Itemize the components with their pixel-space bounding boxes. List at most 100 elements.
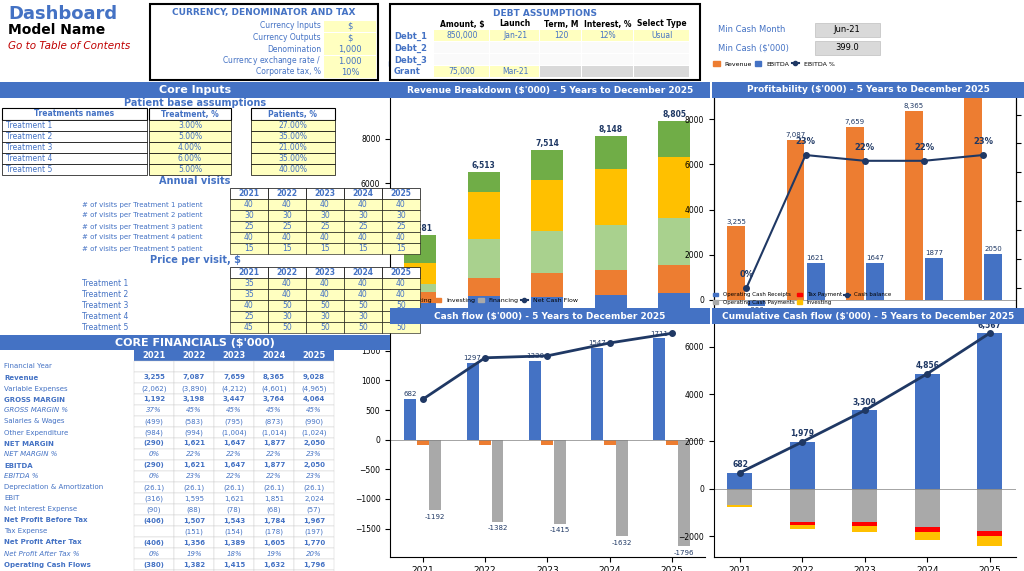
Text: 2022: 2022 [276,189,298,198]
Text: 2023: 2023 [314,268,336,277]
Bar [324,33,376,43]
Text: Dashboard: Dashboard [8,5,117,23]
Text: 0%: 0% [148,452,160,457]
Text: (68): (68) [266,506,282,513]
Text: 1,621: 1,621 [224,496,244,501]
Text: 50: 50 [396,301,406,310]
Bar [434,66,489,77]
Bar [977,532,1002,536]
Bar [294,493,334,504]
Bar [468,239,500,278]
Cash balance [734,469,746,476]
Bar [214,493,254,504]
Text: 8,365: 8,365 [263,375,285,380]
Bar [542,440,553,445]
Bar [2,108,147,120]
Bar [268,311,306,322]
Text: 1,000: 1,000 [338,45,361,54]
Net Cash Flow [666,330,678,337]
Bar [254,372,294,383]
Text: 1,877: 1,877 [263,440,285,447]
Text: 27.00%: 27.00% [279,121,307,130]
Bar [214,449,254,460]
Bar [214,537,254,548]
Text: (406): (406) [143,517,165,524]
Text: 40: 40 [283,290,292,299]
Text: 25: 25 [358,222,368,231]
Text: 7,514: 7,514 [536,139,559,148]
Text: 2,050: 2,050 [303,463,325,468]
Bar [306,289,344,300]
Text: EBITDA %: EBITDA % [4,473,39,480]
Bar [344,300,382,311]
Bar [306,267,344,278]
Text: (88): (88) [186,506,202,513]
Text: 40: 40 [321,200,330,209]
Bar [604,440,615,445]
Text: 1,382: 1,382 [183,561,205,568]
Bar [174,394,214,405]
Text: Tax Expense: Tax Expense [4,529,47,534]
Text: 2023: 2023 [314,189,336,198]
Bar [382,188,420,199]
Bar [268,278,306,289]
Text: 1,415: 1,415 [223,561,245,568]
Bar [230,232,268,243]
Bar [174,372,214,383]
Text: CURRENCY, DENOMINATOR AND TAX: CURRENCY, DENOMINATOR AND TAX [172,9,355,18]
Bar [174,493,214,504]
Bar [294,570,334,571]
Bar [134,438,174,449]
Bar [344,221,382,232]
Text: Interest, %: Interest, % [585,19,632,29]
Bar [251,164,335,175]
Bar [306,232,344,243]
Text: 6,513: 6,513 [472,161,496,170]
Text: (380): (380) [143,561,165,568]
Bar [254,383,294,394]
Bar [852,522,878,526]
Bar [404,235,436,263]
Bar [468,278,500,296]
Text: (984): (984) [144,429,164,436]
Bar [727,473,753,489]
Text: Treatments names: Treatments names [35,110,115,119]
Bar [134,515,174,526]
Text: 40.00%: 40.00% [279,165,307,174]
Bar [595,170,627,226]
Text: (26.1): (26.1) [223,484,245,490]
Bar [268,300,306,311]
Text: 45%: 45% [186,408,202,413]
Bar [790,489,815,521]
Text: 12%: 12% [600,31,616,40]
Bar [807,263,824,300]
Text: 50: 50 [321,301,330,310]
Bar [2,142,147,153]
Text: Launch: Launch [500,19,530,29]
Text: Mar-21: Mar-21 [502,67,528,76]
Bar [214,394,254,405]
Text: Treatment 2: Treatment 2 [6,132,52,141]
Text: 45%: 45% [226,408,242,413]
Bar [0,82,390,98]
Text: 30: 30 [283,312,292,321]
Text: Patients, %: Patients, % [268,110,317,119]
Text: 3,764: 3,764 [263,396,285,403]
Text: 30: 30 [358,312,368,321]
Text: 50: 50 [396,323,406,332]
Text: $: $ [347,34,352,42]
Bar [306,243,344,254]
Bar [294,559,334,570]
Text: 1,877: 1,877 [263,463,285,468]
Text: 6.00%: 6.00% [178,154,202,163]
Bar [965,96,982,300]
Bar [174,383,214,394]
Text: 8,148: 8,148 [599,125,623,134]
Text: Treatment 4: Treatment 4 [82,312,128,321]
Text: Cash flow ($'000) - 5 Years to December 2025: Cash flow ($'000) - 5 Years to December … [434,312,666,320]
Bar [925,258,943,300]
Bar [727,505,753,507]
Text: 40: 40 [321,233,330,242]
Bar [531,273,563,297]
Bar [658,293,690,317]
